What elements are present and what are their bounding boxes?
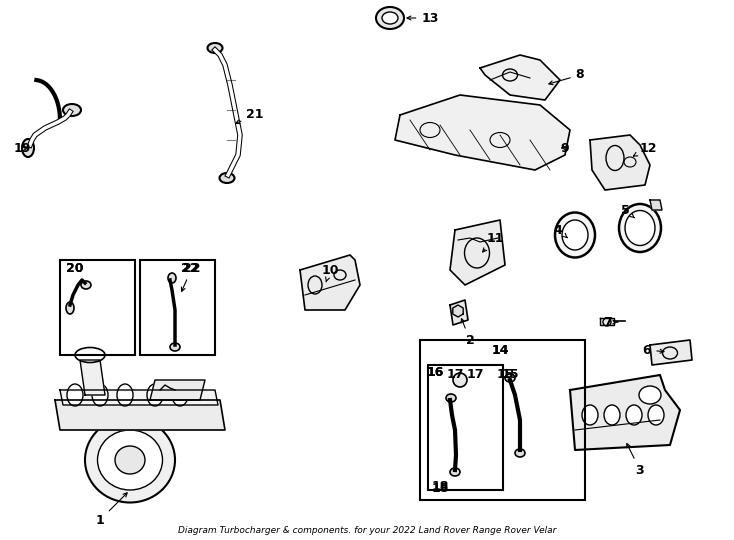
Polygon shape — [60, 390, 218, 405]
Ellipse shape — [85, 417, 175, 503]
Ellipse shape — [115, 446, 145, 474]
Text: 14: 14 — [491, 343, 509, 356]
Text: 11: 11 — [483, 232, 504, 252]
Text: 1: 1 — [95, 493, 127, 526]
Text: 16: 16 — [426, 366, 443, 379]
Text: 16: 16 — [426, 367, 443, 380]
Text: 15: 15 — [496, 368, 514, 381]
Polygon shape — [150, 380, 205, 400]
Text: 4: 4 — [553, 224, 567, 238]
Ellipse shape — [505, 374, 515, 382]
Ellipse shape — [170, 343, 180, 351]
Polygon shape — [450, 300, 468, 325]
Ellipse shape — [172, 384, 188, 406]
Text: 3: 3 — [627, 443, 644, 476]
Ellipse shape — [625, 211, 655, 246]
Bar — [428, 365, 503, 490]
Ellipse shape — [603, 318, 611, 326]
Bar — [60, 260, 135, 355]
Text: 5: 5 — [621, 204, 634, 218]
Polygon shape — [650, 340, 692, 365]
Ellipse shape — [382, 12, 398, 24]
Ellipse shape — [639, 386, 661, 404]
Text: 19: 19 — [13, 141, 31, 154]
Text: Diagram Turbocharger & components. for your 2022 Land Rover Range Rover Velar: Diagram Turbocharger & components. for y… — [178, 526, 556, 535]
Bar — [140, 260, 215, 355]
Ellipse shape — [619, 204, 661, 252]
Ellipse shape — [648, 405, 664, 425]
Polygon shape — [590, 135, 650, 190]
Ellipse shape — [168, 273, 176, 283]
Text: 17: 17 — [446, 368, 464, 381]
Text: 22: 22 — [181, 261, 199, 274]
Text: 10: 10 — [321, 264, 339, 282]
Polygon shape — [453, 305, 463, 317]
Ellipse shape — [66, 302, 74, 314]
Polygon shape — [450, 220, 505, 285]
Text: 8: 8 — [549, 69, 584, 85]
Text: 15: 15 — [501, 368, 519, 381]
Ellipse shape — [75, 348, 105, 362]
Bar — [420, 340, 585, 500]
Text: 18: 18 — [432, 482, 448, 495]
Ellipse shape — [446, 394, 456, 402]
Ellipse shape — [22, 139, 34, 157]
Ellipse shape — [515, 449, 525, 457]
Ellipse shape — [147, 384, 163, 406]
Text: 13: 13 — [407, 11, 439, 24]
Text: 21: 21 — [236, 109, 264, 124]
Polygon shape — [300, 255, 360, 310]
Ellipse shape — [219, 173, 234, 183]
Ellipse shape — [63, 104, 81, 116]
Text: 9: 9 — [561, 141, 570, 154]
Text: 20: 20 — [66, 261, 84, 274]
Ellipse shape — [450, 468, 460, 476]
Ellipse shape — [626, 405, 642, 425]
Ellipse shape — [376, 7, 404, 29]
Text: 22: 22 — [181, 261, 201, 291]
Polygon shape — [55, 400, 225, 430]
Ellipse shape — [582, 405, 598, 425]
Ellipse shape — [67, 384, 83, 406]
Text: 17: 17 — [466, 368, 484, 381]
Ellipse shape — [98, 430, 162, 490]
Text: 20: 20 — [66, 261, 84, 274]
Polygon shape — [80, 360, 105, 395]
Ellipse shape — [604, 405, 620, 425]
Polygon shape — [480, 55, 560, 100]
Polygon shape — [650, 200, 662, 210]
Ellipse shape — [555, 213, 595, 258]
Text: 7: 7 — [603, 315, 618, 328]
Ellipse shape — [81, 281, 91, 289]
Ellipse shape — [92, 384, 108, 406]
Ellipse shape — [208, 43, 222, 53]
Text: 12: 12 — [633, 141, 657, 156]
Text: 2: 2 — [461, 319, 474, 347]
Text: 14: 14 — [491, 343, 509, 356]
Ellipse shape — [117, 384, 133, 406]
Text: 6: 6 — [643, 343, 664, 356]
Polygon shape — [395, 95, 570, 170]
Ellipse shape — [453, 373, 467, 387]
Text: 18: 18 — [432, 481, 448, 494]
Polygon shape — [570, 375, 680, 450]
Polygon shape — [600, 318, 614, 325]
Ellipse shape — [562, 220, 588, 250]
